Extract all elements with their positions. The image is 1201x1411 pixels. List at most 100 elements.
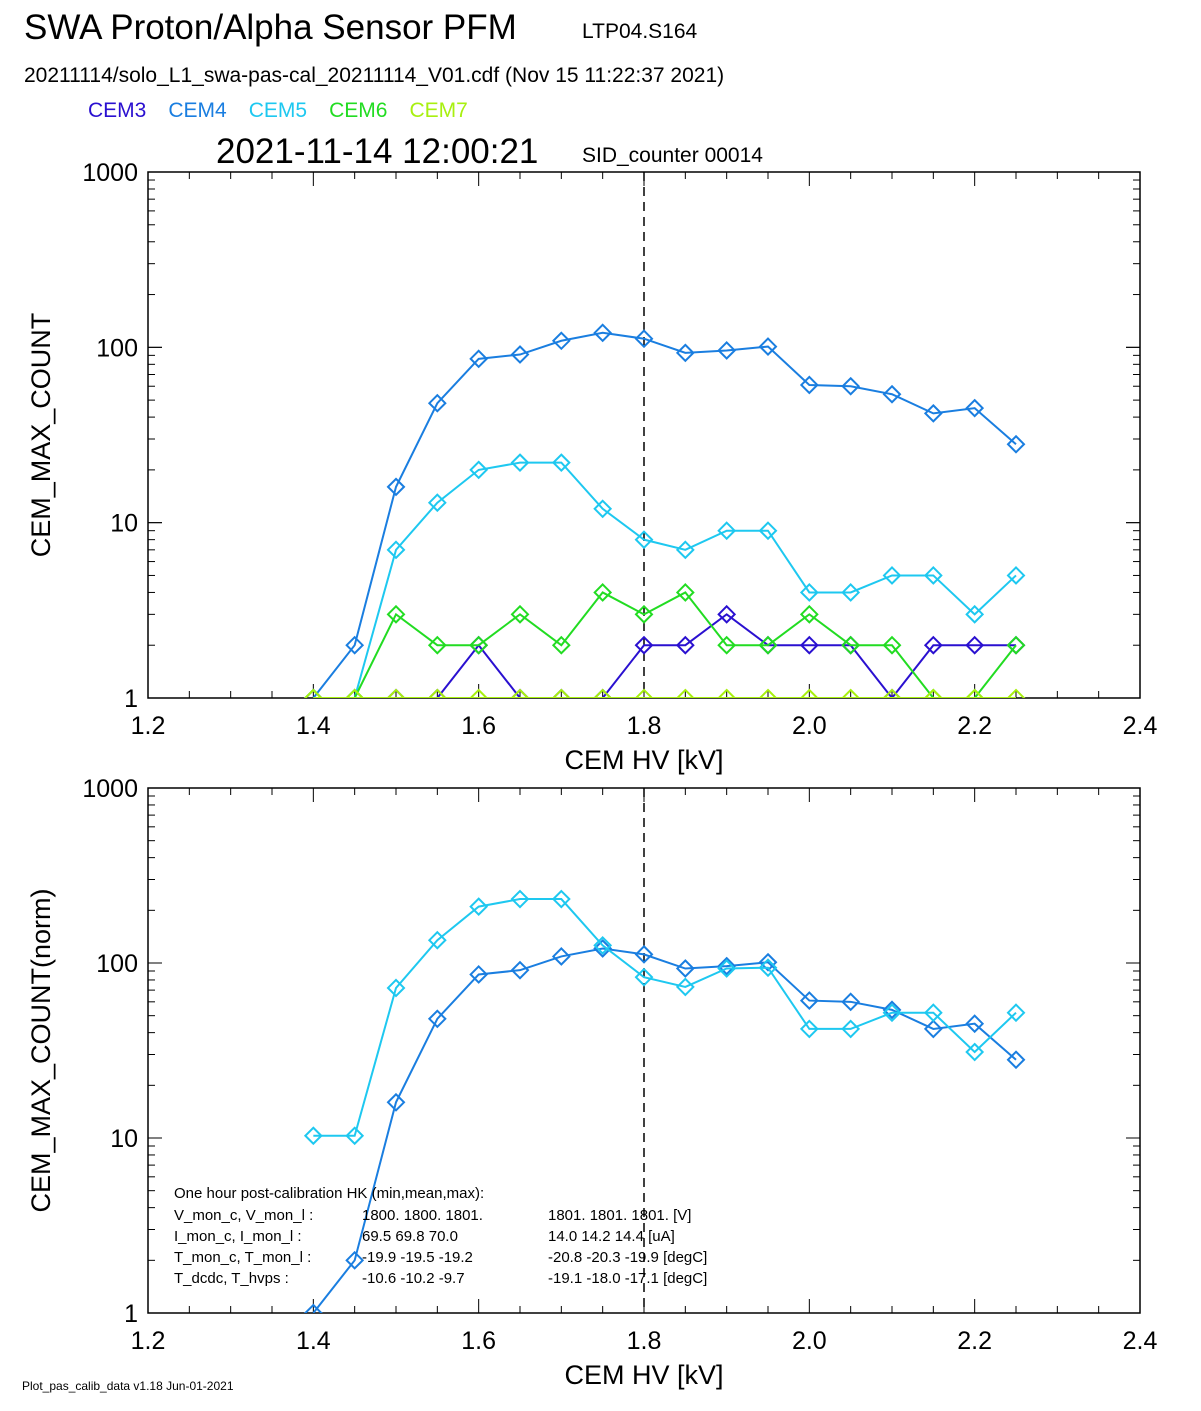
y-tick-label: 100 bbox=[96, 334, 138, 362]
series-line bbox=[313, 591, 1017, 698]
data-point bbox=[758, 952, 778, 972]
data-point bbox=[1006, 434, 1026, 454]
data-point bbox=[758, 635, 778, 655]
data-point bbox=[1006, 1050, 1026, 1070]
data-point bbox=[717, 635, 737, 655]
data-point bbox=[923, 1003, 943, 1023]
data-point bbox=[427, 635, 447, 655]
data-point bbox=[510, 453, 530, 473]
data-point bbox=[841, 1019, 861, 1039]
x-tick-label: 1.4 bbox=[296, 712, 331, 740]
x-tick-label: 2.2 bbox=[957, 712, 992, 740]
x-tick-label: 1.6 bbox=[461, 712, 496, 740]
data-point bbox=[427, 493, 447, 513]
data-point bbox=[923, 1019, 943, 1039]
data-point bbox=[634, 530, 654, 550]
data-point bbox=[427, 688, 447, 698]
data-point bbox=[634, 635, 654, 655]
sid-counter: SID_counter 00014 bbox=[582, 144, 763, 167]
series-line bbox=[312, 331, 1017, 698]
hk-row-c: -10.6 -10.2 -9.7 bbox=[362, 1270, 465, 1287]
data-point bbox=[1006, 1003, 1026, 1023]
data-point bbox=[386, 688, 406, 698]
data-point bbox=[510, 604, 530, 624]
data-point bbox=[923, 403, 943, 423]
x-tick-label: 2.4 bbox=[1123, 1327, 1158, 1355]
data-point bbox=[593, 499, 613, 519]
data-point bbox=[510, 960, 530, 980]
plot-1: 1.2 1.4 1.6 1.8 2.0 2.2 2.4 1 10 100 1000 CEM HV [k… bbox=[26, 159, 1157, 775]
data-point bbox=[634, 329, 654, 349]
data-point bbox=[469, 897, 489, 917]
series-cem5 bbox=[303, 453, 1026, 698]
y-tick-label: 100 bbox=[96, 950, 138, 978]
y-axis-label: CEM_MAX_COUNT bbox=[26, 313, 56, 558]
series-cem6 bbox=[303, 583, 1026, 698]
hk-row-l: 1801. 1801. 1801. [V] bbox=[548, 1207, 691, 1224]
data-point bbox=[675, 540, 695, 560]
y-tick-label: 1 bbox=[124, 685, 138, 713]
hk-heading: One hour post-calibration HK (min,mean,m… bbox=[174, 1185, 484, 1202]
data-point bbox=[593, 939, 613, 958]
data-point bbox=[758, 337, 778, 356]
data-point bbox=[965, 1014, 985, 1034]
data-point bbox=[923, 635, 943, 655]
data-point bbox=[593, 936, 613, 955]
data-point bbox=[469, 965, 489, 984]
series-cem4 bbox=[303, 323, 1026, 698]
data-point bbox=[799, 583, 819, 602]
data-point bbox=[510, 889, 530, 909]
data-point bbox=[469, 635, 489, 655]
series-line bbox=[313, 613, 1016, 698]
data-point bbox=[345, 1126, 365, 1146]
hk-row-l: -20.8 -20.3 -19.9 [degC] bbox=[548, 1249, 707, 1266]
x-tick-label: 1.8 bbox=[627, 712, 662, 740]
data-point bbox=[717, 956, 737, 976]
data-point bbox=[841, 635, 861, 655]
data-point bbox=[469, 460, 489, 480]
hk-annotation: One hour post-calibration HK (min,mean,m… bbox=[174, 1185, 707, 1287]
data-point bbox=[841, 583, 861, 602]
data-point bbox=[551, 331, 571, 351]
main-title: SWA Proton/Alpha Sensor PFM bbox=[24, 8, 517, 47]
legend-entry-cem3: CEM3 bbox=[88, 99, 147, 122]
x-tick-label: 1.2 bbox=[131, 1327, 166, 1355]
y-axis-label: CEM_MAX_COUNT(norm) bbox=[26, 888, 56, 1212]
x-tick-label: 1.4 bbox=[296, 1327, 331, 1355]
data-point bbox=[882, 1003, 902, 1023]
data-point bbox=[799, 604, 819, 624]
data-point bbox=[841, 376, 861, 396]
data-point bbox=[303, 688, 323, 698]
x-tick-label: 2.0 bbox=[792, 712, 827, 740]
data-point bbox=[758, 688, 778, 698]
data-point bbox=[799, 688, 819, 698]
data-point bbox=[386, 978, 406, 998]
data-point bbox=[882, 688, 902, 698]
x-tick-label: 1.6 bbox=[461, 1327, 496, 1355]
data-point bbox=[593, 323, 613, 343]
data-point bbox=[965, 604, 985, 624]
footer-version: Plot_pas_calib_data v1.18 Jun-01-2021 bbox=[22, 1379, 234, 1393]
x-tick-label: 1.2 bbox=[131, 712, 166, 740]
data-point bbox=[675, 583, 695, 602]
series-cem5 bbox=[303, 889, 1026, 1146]
file-line: 20211114/solo_L1_swa-pas-cal_20211114_V0… bbox=[24, 64, 725, 87]
data-point bbox=[965, 398, 985, 418]
data-point bbox=[469, 349, 489, 369]
data-point bbox=[923, 566, 943, 585]
legend: CEM3 CEM4 CEM5 CEM6 CEM7 bbox=[88, 99, 490, 123]
data-point bbox=[799, 375, 819, 395]
data-point bbox=[965, 1042, 985, 1062]
data-point bbox=[551, 889, 571, 909]
data-point bbox=[386, 540, 406, 560]
hk-row-l: -19.1 -18.0 -17.1 [degC] bbox=[548, 1270, 707, 1287]
run-id: LTP04.S164 bbox=[582, 20, 698, 43]
data-point bbox=[758, 521, 778, 541]
data-point bbox=[882, 384, 902, 404]
series-line bbox=[313, 461, 1017, 698]
plot-2: 1.2 1.4 1.6 1.8 2.0 2.2 2.4 1 10 100 1000 CEM HV [k… bbox=[26, 775, 1157, 1390]
hk-row-l: 14.0 14.2 14.4 [uA] bbox=[548, 1228, 675, 1245]
hk-row-label: T_mon_c, T_mon_l : bbox=[174, 1249, 311, 1266]
data-point bbox=[593, 688, 613, 698]
